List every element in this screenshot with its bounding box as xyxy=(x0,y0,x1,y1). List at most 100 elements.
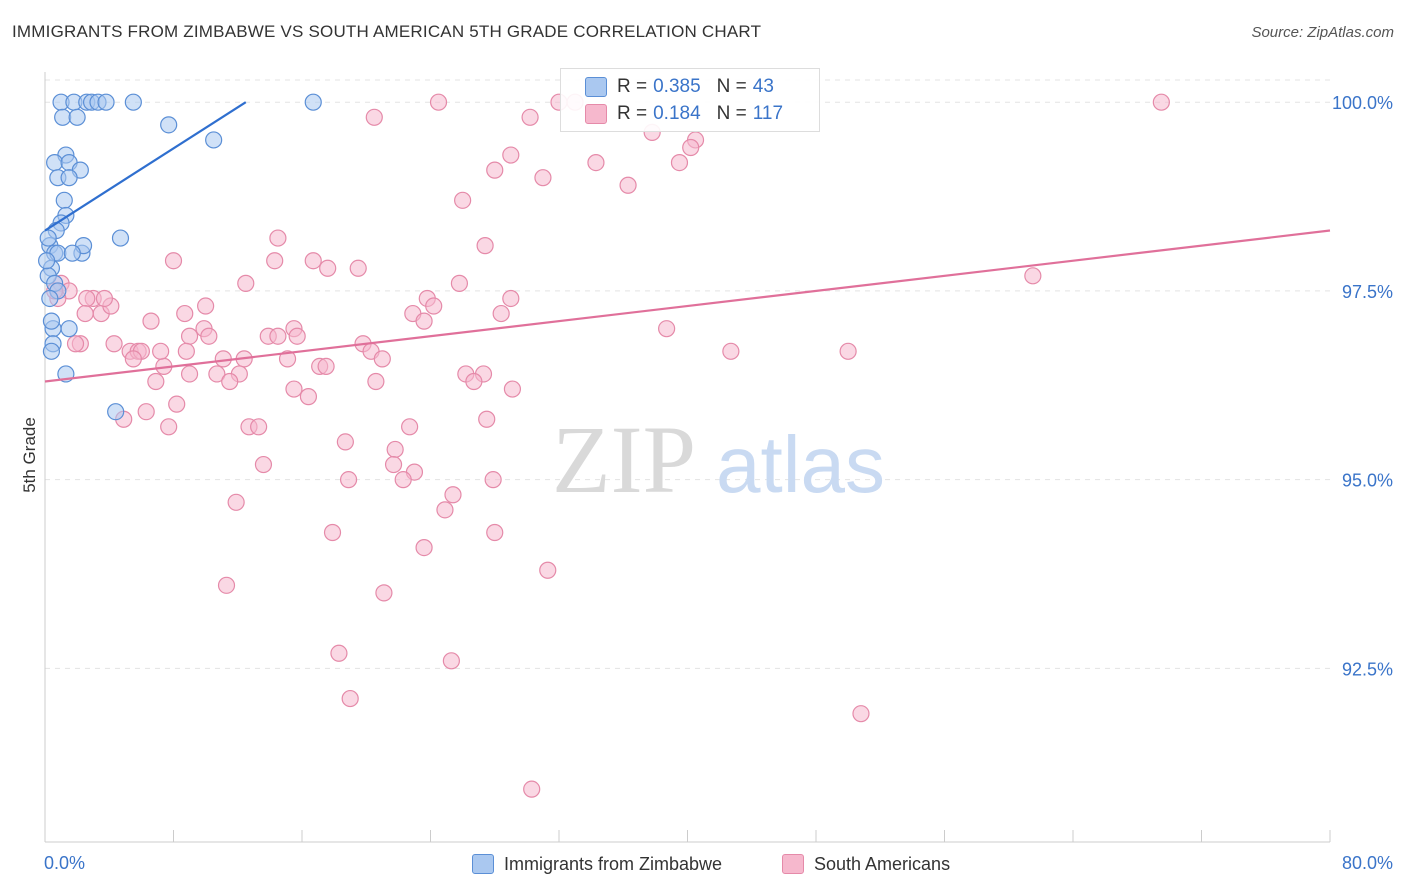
south-americans-point xyxy=(237,274,255,292)
south-americans-point xyxy=(670,153,689,172)
south-americans-point xyxy=(142,312,160,330)
south-americans-point xyxy=(254,455,273,474)
y-tick-label: 100.0% xyxy=(1332,93,1393,113)
south-americans-point xyxy=(478,410,496,428)
south-americans-point xyxy=(288,327,306,345)
bottom-legend-swatch-blue xyxy=(472,854,494,874)
south-americans-point xyxy=(502,289,520,308)
south-americans-trendline xyxy=(44,229,1331,383)
south-americans-point xyxy=(658,320,676,338)
south-americans-point xyxy=(152,342,170,360)
zimbabwe-point xyxy=(68,108,86,126)
zimbabwe-point xyxy=(111,229,130,247)
south-americans-point xyxy=(299,388,318,406)
zimbabwe-point xyxy=(42,342,61,360)
south-americans-point xyxy=(401,418,419,436)
south-americans-point xyxy=(78,289,96,308)
bottom-legend-label: Immigrants from Zimbabwe xyxy=(504,853,723,874)
south-americans-point xyxy=(534,169,552,187)
zimbabwe-point xyxy=(124,93,142,111)
south-americans-point xyxy=(429,93,448,111)
south-americans-point xyxy=(619,176,637,194)
y-tick-label: 92.5% xyxy=(1342,659,1393,679)
south-americans-point xyxy=(221,372,239,391)
south-americans-point xyxy=(523,780,541,798)
south-americans-point xyxy=(176,304,194,323)
south-americans-point xyxy=(373,350,391,368)
south-americans-point xyxy=(323,523,342,542)
south-americans-point xyxy=(319,259,337,277)
legend-n-value: 117 xyxy=(752,103,784,124)
south-americans-point xyxy=(486,523,504,542)
zimbabwe-point xyxy=(160,116,178,134)
south-americans-point xyxy=(375,584,393,602)
south-americans-point xyxy=(367,372,385,391)
x-tick-label: 0.0% xyxy=(44,853,85,873)
south-americans-point xyxy=(587,153,605,172)
legend-swatch-pink xyxy=(585,104,607,124)
south-americans-point xyxy=(137,403,155,421)
zimbabwe-point xyxy=(55,191,73,209)
south-americans-point xyxy=(444,486,462,504)
south-americans-point xyxy=(1152,93,1170,111)
zimbabwe-point xyxy=(63,244,81,262)
south-americans-point xyxy=(339,471,358,489)
zimbabwe-points xyxy=(38,93,322,421)
zimbabwe-point xyxy=(54,108,72,126)
south-americans-point xyxy=(415,538,433,557)
south-americans-point xyxy=(484,471,502,489)
x-tick-labels: 0.0% 80.0% xyxy=(44,853,1393,873)
south-americans-point xyxy=(682,138,700,157)
south-americans-point xyxy=(208,365,226,383)
legend-n-value: 43 xyxy=(752,76,774,97)
south-americans-point xyxy=(492,304,510,323)
south-americans-point xyxy=(278,350,297,368)
y-axis-label: 5th Grade xyxy=(20,417,39,493)
y-tick-label: 97.5% xyxy=(1342,282,1393,302)
south-americans-point xyxy=(415,312,433,330)
x-tick-label: 80.0% xyxy=(1342,853,1393,873)
chart-title: IMMIGRANTS FROM ZIMBABWE VS SOUTH AMERIC… xyxy=(12,22,762,41)
south-americans-point xyxy=(147,372,165,391)
south-americans-point xyxy=(349,259,367,277)
bottom-legend-swatch-pink xyxy=(782,854,804,874)
south-americans-point xyxy=(539,561,557,579)
legend-row-zimbabwe: R = 0.385 N = 43 xyxy=(585,75,774,99)
south-americans-point xyxy=(200,327,218,345)
south-americans-point xyxy=(160,418,178,436)
south-americans-point xyxy=(341,689,359,708)
zimbabwe-point xyxy=(46,153,64,172)
watermark-zip: ZIP xyxy=(552,406,696,513)
south-americans-point xyxy=(839,342,857,360)
zimbabwe-point xyxy=(97,93,115,111)
south-americans-point xyxy=(521,108,539,126)
south-americans-point xyxy=(722,342,740,360)
zimbabwe-point xyxy=(39,229,57,247)
south-americans-point xyxy=(266,252,284,270)
stats-legend: R = 0.385 N = 43 R = 0.184 N = 117 xyxy=(560,68,820,132)
trend-lines xyxy=(44,101,1331,383)
south-americans-point xyxy=(177,342,195,360)
zimbabwe-point xyxy=(38,252,56,270)
south-americans-point xyxy=(442,652,460,670)
zimbabwe-point xyxy=(205,131,223,149)
south-americans-point xyxy=(365,108,383,126)
south-americans-point xyxy=(304,252,322,270)
zimbabwe-point xyxy=(41,289,59,308)
south-americans-point xyxy=(852,705,870,723)
legend-swatch-blue xyxy=(585,77,607,97)
south-americans-point xyxy=(95,289,114,308)
legend-r-value: 0.385 xyxy=(653,76,701,97)
south-americans-point xyxy=(502,146,520,164)
south-americans-point xyxy=(384,455,403,474)
south-americans-point xyxy=(197,297,215,315)
south-americans-point xyxy=(66,335,85,353)
south-americans-point xyxy=(269,327,287,345)
legend-n-label: N = xyxy=(716,76,747,97)
bottom-legend-south-americans: South Americans xyxy=(782,852,950,876)
south-americans-point xyxy=(1024,267,1042,285)
south-americans-point xyxy=(105,335,123,353)
south-americans-point xyxy=(180,327,199,345)
source-label: Source: ZipAtlas.com xyxy=(1251,24,1394,41)
